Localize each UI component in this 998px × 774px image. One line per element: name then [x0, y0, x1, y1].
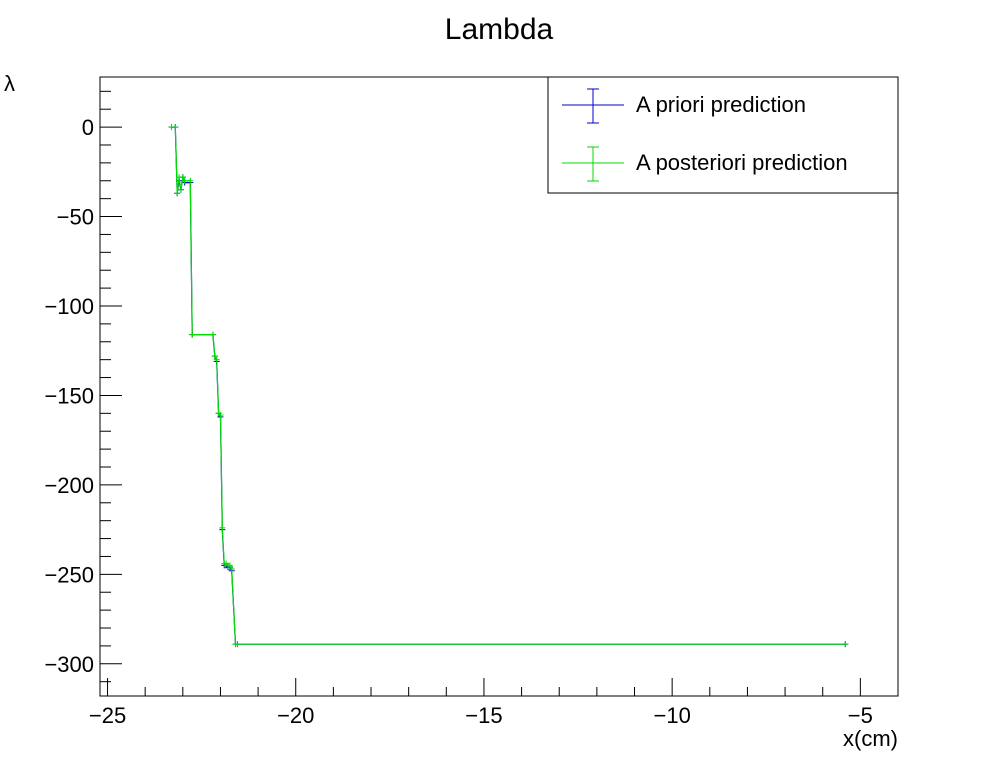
series-point-1	[174, 190, 181, 197]
x-tick-label: −25	[89, 703, 126, 728]
plot-frame	[99, 76, 899, 697]
series-point-1	[209, 331, 216, 338]
legend-marker-a-posteriori	[562, 146, 624, 182]
series-point-1	[842, 641, 849, 648]
series-point-1	[181, 177, 188, 184]
series-point-1	[217, 412, 224, 419]
legend-label-a-posteriori: A posteriori prediction	[636, 150, 848, 175]
series-point-1	[179, 174, 186, 181]
series-point-1	[177, 186, 184, 193]
series-point-1	[213, 356, 220, 363]
series-line-0	[171, 126, 846, 645]
series-point-1	[172, 124, 179, 131]
legend-box	[547, 76, 899, 194]
y-axis-ticks: 0 −50 −100 −150 −200 −250 −300	[44, 90, 122, 683]
series-line-1	[171, 126, 846, 645]
x-tick-label: −15	[465, 703, 502, 728]
series-point-1	[187, 177, 194, 184]
y-tick-label: −250	[44, 562, 94, 587]
legend: A priori prediction A posteriori predict…	[547, 76, 899, 194]
series-layer	[168, 124, 849, 648]
legend-label-a-priori: A priori prediction	[636, 92, 806, 117]
x-tick-label: −5	[848, 703, 873, 728]
y-axis-label: λ	[4, 71, 15, 96]
y-tick-label: 0	[82, 115, 94, 140]
series-point-1	[189, 331, 196, 338]
series-point-1	[234, 641, 241, 648]
y-tick-label: −100	[44, 294, 94, 319]
y-tick-label: −200	[44, 473, 94, 498]
y-tick-label: −50	[57, 205, 94, 230]
y-tick-label: −150	[44, 383, 94, 408]
series-point-1	[226, 562, 233, 569]
chart-title: Lambda	[445, 13, 554, 46]
series-point-1	[211, 353, 218, 360]
x-axis-label: x(cm)	[843, 726, 898, 751]
x-tick-label: −10	[653, 703, 690, 728]
y-tick-label: −300	[44, 652, 94, 677]
x-axis-ticks: −25 −20 −15 −10 −5	[89, 678, 873, 728]
x-tick-label: −20	[277, 703, 314, 728]
series-point-1	[219, 524, 226, 531]
series-point-1	[228, 565, 235, 572]
legend-marker-a-priori	[562, 88, 624, 124]
